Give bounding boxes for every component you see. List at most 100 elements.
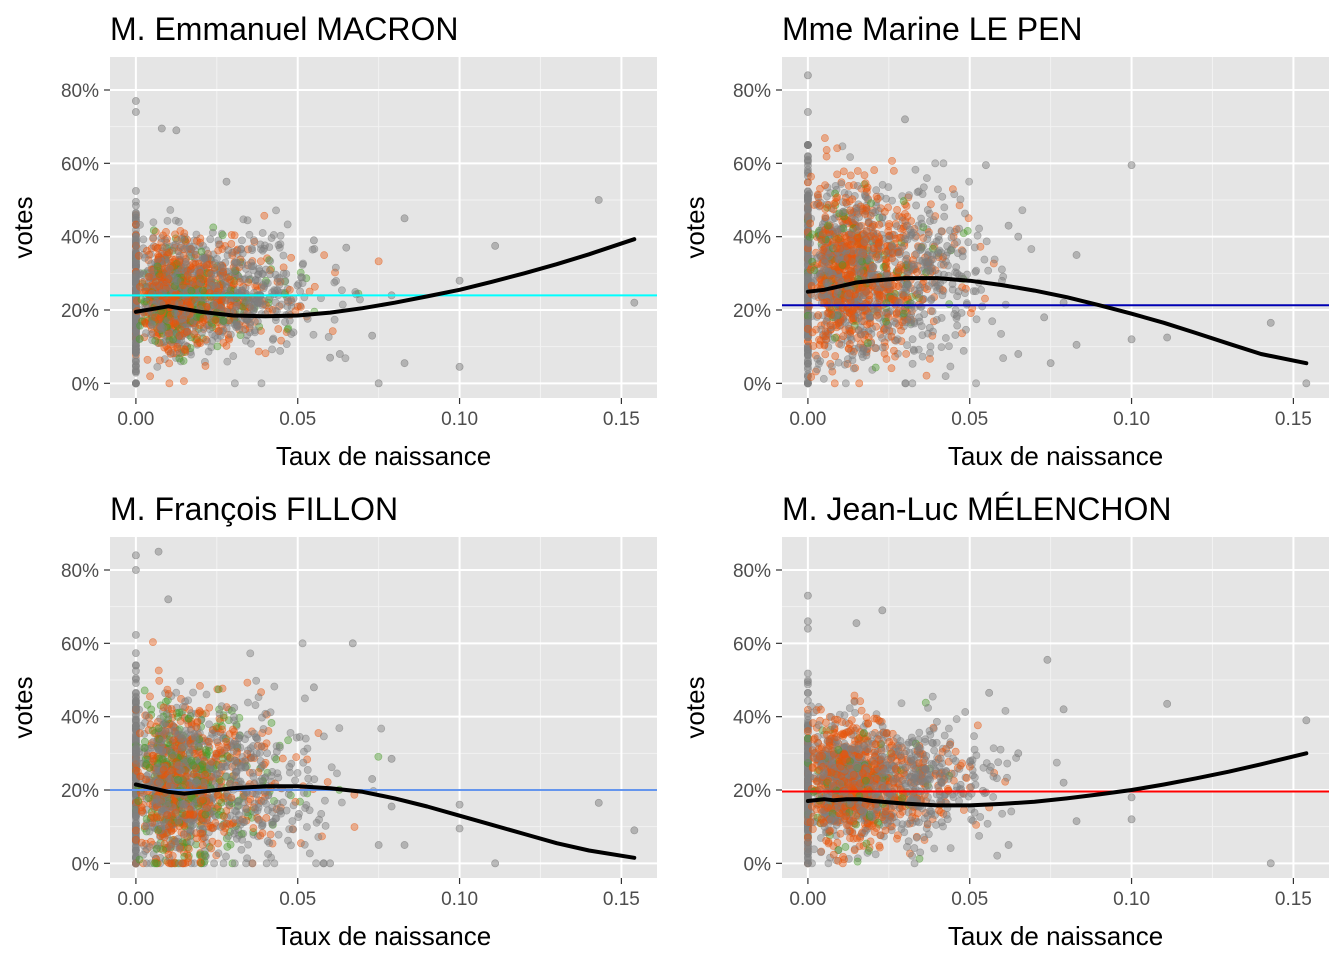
data-point <box>149 638 157 647</box>
data-point <box>257 326 265 335</box>
data-point <box>333 769 341 778</box>
data-point <box>928 307 937 316</box>
data-point <box>157 124 166 133</box>
data-point <box>895 250 904 259</box>
data-point <box>1302 379 1311 388</box>
data-point <box>326 353 334 362</box>
data-point <box>310 245 319 253</box>
data-point <box>889 166 898 175</box>
data-point <box>938 192 947 201</box>
data-point <box>172 126 181 135</box>
data-point <box>165 264 174 273</box>
data-point <box>937 260 945 269</box>
data-point <box>149 218 158 227</box>
data-point <box>169 335 177 344</box>
chart-panel-fillon: 0.00 0.05 0.10 0.150%20%40%60%80%Taux de na… <box>8 491 657 951</box>
y-tick-label: 80% <box>733 81 771 102</box>
chart-panel-macron: 0.00 0.05 0.10 0.150%20%40%60%80%Taux de na… <box>8 11 657 471</box>
chart-panel-le-pen: 0.00 0.05 0.10 0.150%20%40%60%80%Taux de na… <box>680 11 1329 471</box>
data-point <box>276 231 285 240</box>
data-point <box>903 221 912 230</box>
data-point <box>863 339 872 347</box>
data-point <box>806 239 814 248</box>
data-point <box>828 215 837 224</box>
data-point <box>969 287 978 296</box>
data-point <box>153 362 162 371</box>
data-point <box>843 254 852 262</box>
data-point <box>135 729 144 738</box>
data-point <box>207 270 216 279</box>
data-point <box>131 697 140 706</box>
data-point <box>950 190 959 199</box>
data-point <box>907 320 915 329</box>
data-point <box>932 315 941 324</box>
data-point <box>285 285 294 294</box>
data-point <box>180 345 189 354</box>
y-tick-label: 60% <box>733 154 771 175</box>
data-point <box>821 350 830 359</box>
data-point <box>908 359 917 368</box>
x-tick-label: 0.05 <box>279 409 316 430</box>
data-point <box>814 311 823 320</box>
data-point <box>491 241 500 250</box>
data-point <box>455 276 464 285</box>
data-point <box>324 333 333 341</box>
data-point <box>803 155 812 164</box>
data-point <box>1072 340 1081 349</box>
data-point <box>865 255 874 264</box>
data-point <box>901 379 910 388</box>
data-point <box>296 287 305 296</box>
data-point <box>966 309 975 317</box>
y-axis-title: votes <box>680 196 710 258</box>
data-point <box>945 300 954 309</box>
data-point <box>912 201 921 210</box>
data-point <box>238 236 246 245</box>
data-point <box>860 238 869 246</box>
data-point <box>223 274 232 282</box>
data-point <box>136 220 144 229</box>
data-point <box>181 260 190 269</box>
data-point <box>260 244 269 253</box>
data-point <box>832 194 841 202</box>
data-point <box>1127 161 1136 170</box>
data-point <box>908 300 917 309</box>
x-axis-title: Taux de naissance <box>948 441 1163 471</box>
data-point <box>309 330 318 339</box>
data-point <box>320 251 329 260</box>
data-point <box>841 379 850 388</box>
data-point <box>241 275 250 284</box>
data-point <box>926 342 935 351</box>
data-point <box>803 357 812 366</box>
data-point <box>978 302 987 311</box>
data-point <box>149 226 158 235</box>
data-point <box>831 333 839 342</box>
data-point <box>882 355 891 363</box>
data-point <box>231 258 240 266</box>
data-point <box>211 259 219 268</box>
data-point <box>282 340 291 349</box>
data-point <box>282 269 291 278</box>
data-point <box>853 233 862 242</box>
data-point <box>284 736 293 745</box>
data-point <box>131 379 140 388</box>
data-point <box>196 268 204 277</box>
data-point <box>222 296 231 305</box>
data-point <box>906 232 915 240</box>
data-point <box>222 284 231 293</box>
data-point <box>176 325 185 334</box>
data-point <box>154 666 163 675</box>
data-point <box>144 272 153 281</box>
data-point <box>916 283 924 292</box>
data-point <box>820 134 829 142</box>
data-point <box>927 296 935 305</box>
data-point <box>1018 206 1027 215</box>
data-point <box>230 379 239 388</box>
data-point <box>289 328 298 337</box>
data-point <box>131 97 140 105</box>
data-point <box>861 210 870 218</box>
data-point <box>131 661 140 670</box>
data-point <box>187 286 196 295</box>
data-point <box>246 320 255 329</box>
data-point <box>219 859 228 868</box>
data-point <box>214 246 223 255</box>
